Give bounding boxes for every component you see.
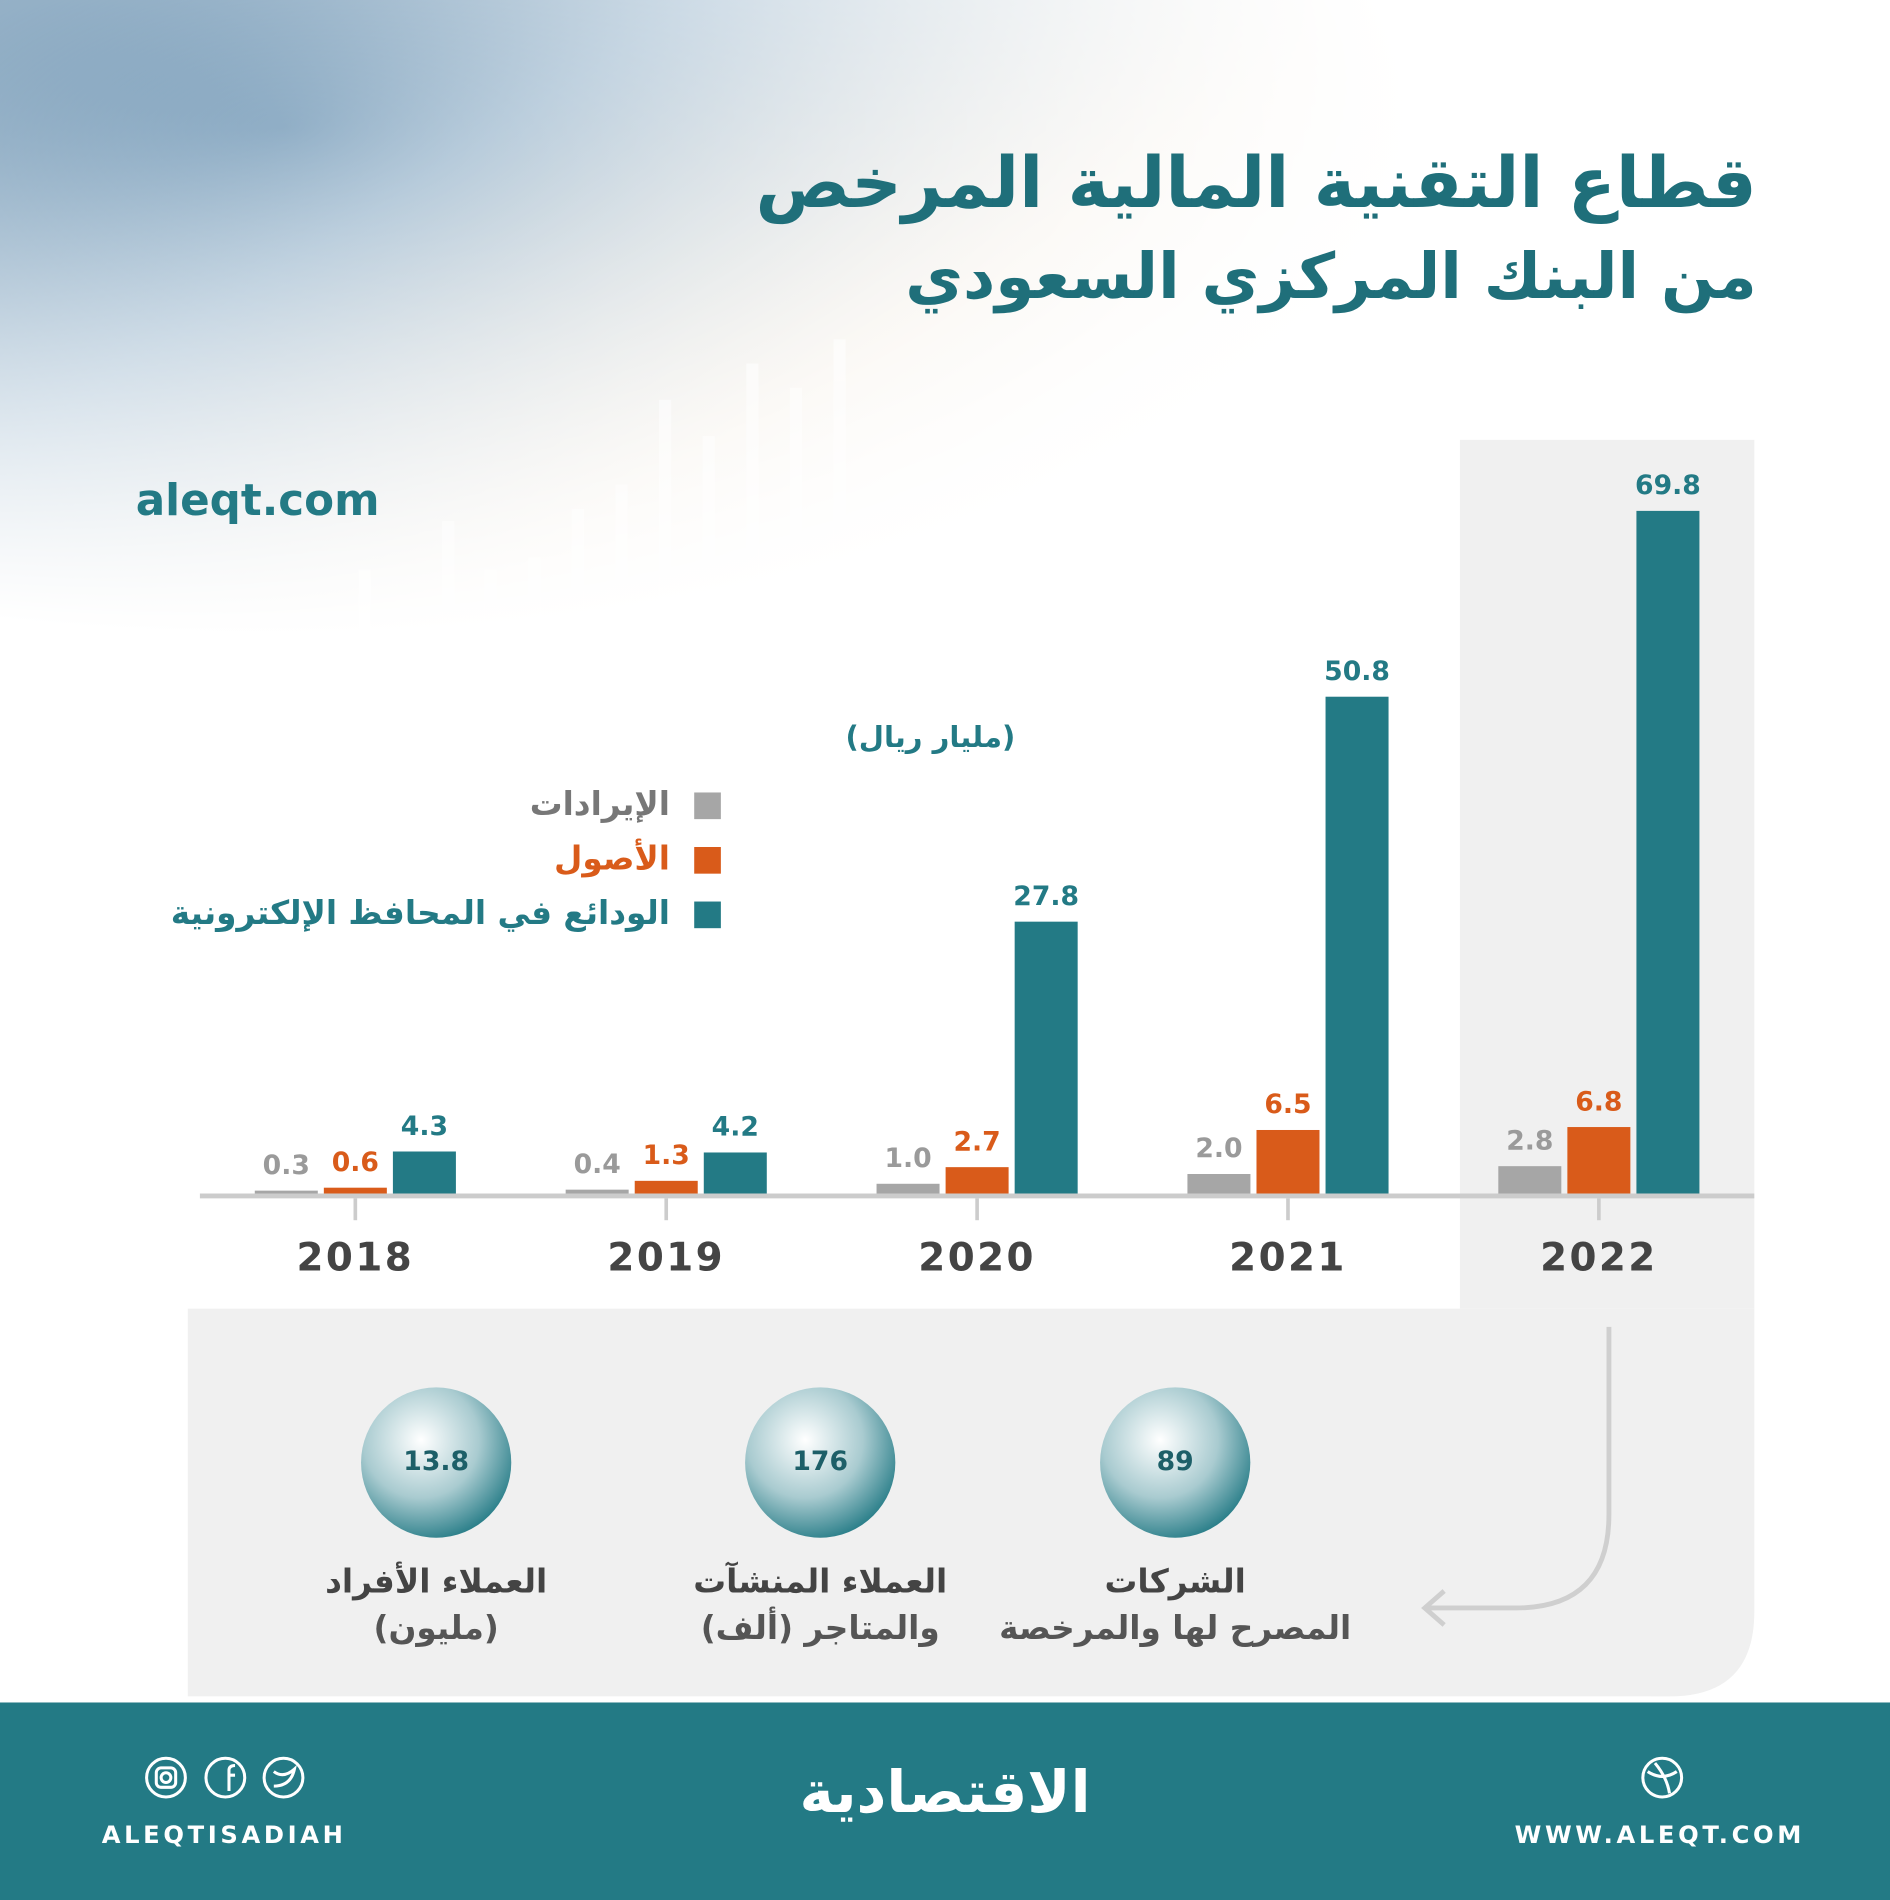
value-label: 2.7: [954, 1126, 1001, 1157]
bar: [1567, 1127, 1631, 1194]
bar: [1187, 1173, 1251, 1194]
value-label: 4.3: [401, 1111, 448, 1142]
stat-circle: [745, 1387, 896, 1538]
value-label: 0.3: [263, 1150, 310, 1181]
legend-swatch: [694, 901, 721, 929]
value-label: 50.8: [1324, 656, 1390, 687]
bar: [703, 1152, 767, 1194]
bar: [1014, 921, 1078, 1194]
footer-logo: الاقتصادية: [799, 1758, 1090, 1826]
arrow: [1421, 1326, 1612, 1627]
legend-label: الأصول: [554, 837, 670, 877]
stats-panel: [187, 1308, 1755, 1697]
footer-band: [0, 1702, 1890, 1900]
legend-swatch: [694, 792, 721, 820]
value-label: 27.8: [1013, 881, 1079, 912]
value-label: 2.8: [1506, 1125, 1553, 1156]
stat-label: العملاء المنشآت: [693, 1561, 947, 1601]
stat-label: الشركات: [1105, 1563, 1246, 1601]
value-label: 1.0: [884, 1143, 931, 1174]
value-label: 0.4: [574, 1149, 621, 1180]
source: aleqt.com: [136, 476, 380, 526]
stat-value: 13.8: [403, 1446, 469, 1477]
bar: [323, 1187, 387, 1194]
stat-label: العملاء الأفراد: [325, 1561, 547, 1601]
bar: [1498, 1166, 1562, 1194]
value-label: 4.2: [712, 1112, 759, 1143]
value-label: 0.6: [332, 1147, 379, 1178]
bar: [254, 1190, 318, 1194]
value-label: 6.8: [1575, 1086, 1622, 1117]
bar: [1256, 1129, 1320, 1194]
legend-label: الإيرادات: [530, 785, 670, 823]
stat-value: 89: [1157, 1446, 1194, 1477]
footer-handle: ALEQTISADIAH: [102, 1821, 347, 1849]
bar: [945, 1167, 1009, 1194]
x-tick-label: 2019: [607, 1236, 725, 1281]
value-label: 6.5: [1264, 1089, 1311, 1120]
stat-label: (مليون): [374, 1609, 499, 1647]
stat-label: المصرح لها والمرخصة: [999, 1609, 1351, 1648]
stat-circle: [361, 1387, 512, 1538]
bar: [634, 1180, 698, 1194]
value-label: 1.3: [643, 1140, 690, 1171]
bar: [392, 1151, 456, 1194]
bar: [565, 1189, 629, 1194]
title: قطاع التقنية المالية المرخص: [755, 142, 1756, 225]
subtitle: من البنك المركزي السعودي: [905, 240, 1757, 314]
value-label: 69.8: [1635, 470, 1701, 501]
bar: [876, 1183, 940, 1194]
x-tick-label: 2021: [1229, 1236, 1347, 1281]
decor-bars: [278, 339, 846, 849]
x-tick-label: 2022: [1540, 1236, 1658, 1281]
x-tick-label: 2018: [297, 1236, 415, 1281]
unit-label: (مليار ريال): [845, 720, 1015, 754]
social-icons: [145, 1756, 1684, 1799]
stat-value: 176: [792, 1446, 848, 1477]
legend-label: الودائع في المحافظ الإلكترونية: [171, 894, 670, 933]
bar: [1325, 696, 1389, 1194]
value-label: 2.0: [1195, 1133, 1242, 1164]
x-tick-label: 2020: [918, 1236, 1036, 1281]
stat-label: والمتاجر (ألف): [701, 1606, 940, 1648]
legend-swatch: [694, 847, 721, 874]
stat-circle: [1100, 1387, 1251, 1538]
bar: [1636, 510, 1700, 1194]
footer-website: WWW.ALEQT.COM: [1515, 1821, 1805, 1849]
